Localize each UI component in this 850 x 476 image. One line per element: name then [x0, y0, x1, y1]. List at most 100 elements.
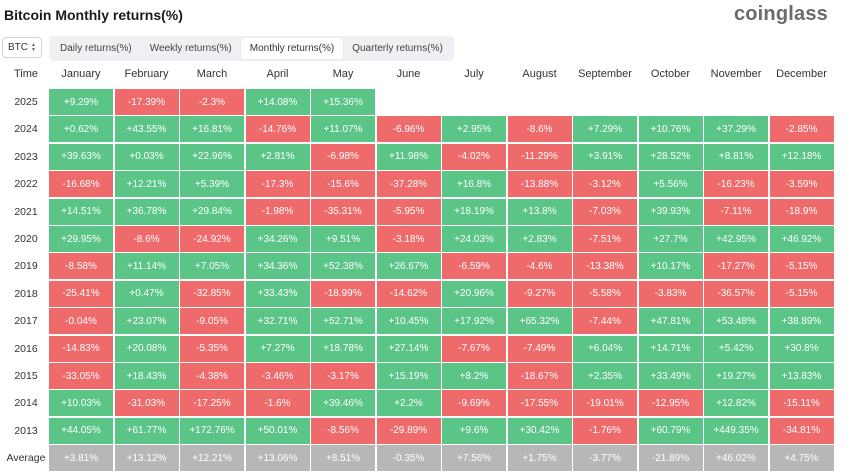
return-cell: -9.27%: [507, 280, 572, 307]
return-cell: +2.83%: [507, 226, 572, 252]
return-cell: -35.31%: [311, 198, 375, 225]
page-title: Bitcoin Monthly returns(%): [4, 7, 183, 23]
average-cell: -0.35%: [376, 445, 441, 472]
return-cell: -15.11%: [769, 390, 834, 417]
return-cell: -17.55%: [507, 390, 572, 417]
return-cell: +9.29%: [49, 89, 113, 115]
year-label-2019: 2019: [14, 260, 38, 273]
return-cell: +30.42%: [507, 417, 572, 444]
return-cell: -13.38%: [573, 253, 637, 280]
return-cell: +17.92%: [442, 308, 506, 335]
return-cell: +12.21%: [114, 171, 179, 198]
return-cell: +65.32%: [507, 308, 572, 335]
tab-quarterly-returns[interactable]: Quarterly returns(%): [352, 43, 443, 54]
return-cell: +39.63%: [49, 143, 113, 170]
average-cell: +3.81%: [49, 445, 113, 472]
year-label-2015: 2015: [14, 370, 38, 382]
year-label-2021: 2021: [14, 205, 38, 218]
return-cell: -9.69%: [442, 390, 506, 417]
return-cell: -4.6%: [507, 253, 572, 280]
return-cell: -37.28%: [376, 171, 441, 198]
return-cell: +15.19%: [376, 363, 441, 389]
asset-select[interactable]: BTC ▲ ▼: [2, 37, 42, 58]
return-cell: -18.99%: [311, 280, 375, 307]
return-cell: +29.95%: [49, 226, 113, 252]
return-cell: -2.3%: [180, 89, 244, 115]
return-cell: +2.35%: [573, 363, 637, 389]
average-cell: +4.75%: [769, 445, 834, 472]
return-cell: +6.04%: [573, 335, 637, 362]
year-label-2014: 2014: [14, 397, 38, 410]
return-cell: -17.3%: [245, 171, 310, 198]
average-cell: +7.56%: [442, 445, 506, 472]
return-cell: +10.17%: [638, 253, 703, 280]
tab-monthly-returns[interactable]: Monthly returns(%): [240, 38, 344, 59]
return-cell: +39.93%: [638, 198, 703, 225]
year-label-2016: 2016: [14, 342, 38, 355]
return-cell: +53.48%: [704, 308, 768, 335]
return-cell: +5.42%: [704, 335, 768, 362]
average-cell: +13.06%: [245, 445, 310, 472]
return-cell: -5.15%: [769, 280, 834, 307]
return-cell: +5.56%: [638, 171, 703, 198]
return-cell: -5.35%: [180, 335, 244, 362]
return-cell: +18.78%: [311, 335, 375, 362]
tab-daily-returns[interactable]: Daily returns(%): [60, 43, 132, 54]
return-cell: -5.58%: [573, 280, 637, 307]
return-cell: -3.59%: [769, 171, 834, 198]
return-cell: +19.27%: [704, 363, 768, 389]
year-label-2018: 2018: [14, 287, 38, 300]
return-cell: -1.76%: [573, 417, 637, 444]
return-cell: -13.88%: [507, 171, 572, 198]
return-cell: -6.59%: [442, 253, 506, 280]
return-cell: +449.35%: [704, 417, 768, 444]
return-cell: +34.26%: [245, 226, 310, 252]
average-cell: +1.75%: [507, 445, 572, 472]
return-cell: +10.76%: [638, 116, 703, 143]
year-label-2013: 2013: [14, 424, 38, 437]
return-cell: -4.02%: [442, 143, 506, 170]
return-cell: +14.71%: [638, 335, 703, 362]
average-row-label: Average: [6, 452, 46, 465]
year-label-2025: 2025: [14, 96, 38, 108]
return-cell: +11.14%: [114, 253, 179, 280]
year-label-2023: 2023: [14, 150, 38, 163]
return-cell: +13.8%: [507, 198, 572, 225]
return-cell: -7.51%: [573, 226, 637, 252]
return-cell: +50.01%: [245, 417, 310, 444]
return-cell: +10.45%: [376, 308, 441, 335]
return-cell: +8.81%: [704, 143, 768, 170]
return-cell: +20.96%: [442, 280, 506, 307]
return-cell: -1.6%: [245, 390, 310, 417]
return-cell: +172.76%: [180, 417, 244, 444]
return-cell: +2.95%: [442, 116, 506, 143]
return-cell: +22.96%: [180, 143, 244, 170]
returns-period-tabs: Daily returns(%) Weekly returns(%) Month…: [49, 36, 454, 61]
return-cell: -29.89%: [376, 417, 441, 444]
return-cell: +15.36%: [311, 89, 375, 115]
return-cell: +34.36%: [245, 253, 310, 280]
return-cell: -24.92%: [180, 226, 244, 252]
tab-weekly-returns[interactable]: Weekly returns(%): [149, 43, 232, 54]
return-cell: -6.98%: [311, 143, 375, 170]
return-cell: -5.15%: [769, 253, 834, 280]
return-cell: -3.17%: [311, 363, 375, 389]
return-cell: +2.2%: [376, 390, 441, 417]
return-cell: -2.85%: [769, 116, 834, 143]
year-label-2020: 2020: [14, 233, 38, 245]
column-header-may: May: [332, 68, 354, 80]
return-cell: +33.49%: [638, 363, 703, 389]
row-header-time: Time: [13, 68, 39, 80]
return-cell: -8.58%: [49, 253, 113, 280]
return-cell: +5.39%: [180, 171, 244, 198]
return-cell: +26.67%: [376, 253, 441, 280]
return-cell: +33.43%: [245, 280, 310, 307]
return-cell: +0.03%: [114, 143, 179, 170]
return-cell: +11.07%: [311, 116, 375, 143]
return-cell: +16.81%: [180, 116, 244, 143]
average-cell: +8.51%: [311, 445, 375, 472]
return-cell: +24.03%: [442, 226, 506, 252]
return-cell: +9.6%: [442, 417, 506, 444]
return-cell: -19.01%: [573, 390, 637, 417]
return-cell: -7.03%: [573, 198, 637, 225]
